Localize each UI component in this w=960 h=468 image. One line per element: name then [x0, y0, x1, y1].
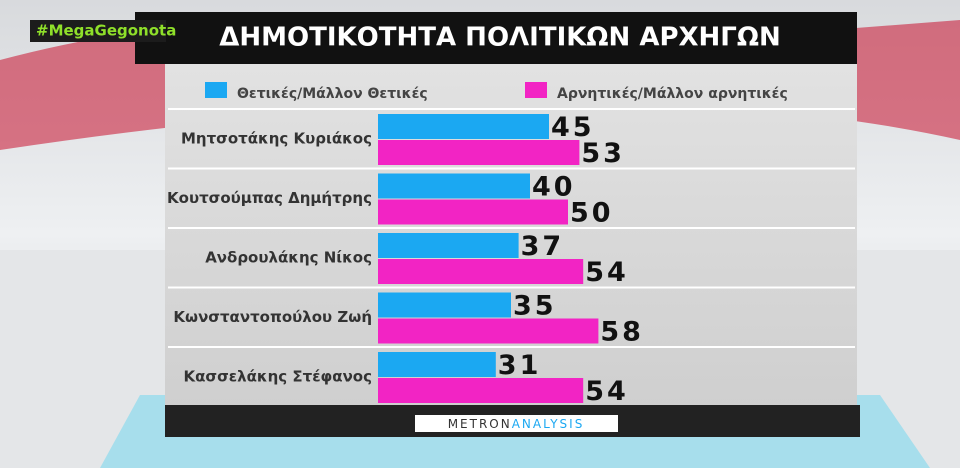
bar — [378, 140, 580, 165]
value-label: 40 — [532, 172, 576, 203]
value-label: 58 — [600, 317, 644, 348]
bar — [378, 318, 599, 344]
logo-part: ANALYSIS — [512, 417, 585, 431]
bar — [378, 114, 549, 139]
category-label: Κωνσταντοπούλου Ζωή — [173, 308, 372, 326]
value-label: 45 — [551, 112, 595, 143]
value-label: 53 — [581, 138, 625, 169]
value-label: 37 — [521, 231, 565, 262]
logo-box — [415, 415, 618, 432]
category-label: Ανδρουλάκης Νίκος — [205, 249, 372, 267]
bar — [378, 199, 568, 225]
title-bar — [135, 12, 857, 64]
category-label: Κασσελάκης Στέφανος — [183, 368, 372, 386]
category-label: Κουτσούμπας Δημήτρης — [167, 189, 372, 207]
legend-label: Θετικές/Μάλλον Θετικές — [237, 86, 428, 102]
logo-part: METRON — [448, 417, 512, 431]
bar — [378, 378, 584, 403]
value-label: 54 — [585, 376, 629, 407]
legend-swatch — [525, 82, 547, 98]
bar — [378, 233, 519, 258]
bar — [378, 292, 511, 318]
hashtag: #MegaGegonota — [36, 22, 176, 40]
bar — [378, 352, 496, 377]
value-label: 31 — [498, 350, 542, 381]
chart-title: ΔΗΜΟΤΙΚΟΤΗΤΑ ΠΟΛΙΤΙΚΩΝ ΑΡΧΗΓΩΝ — [219, 23, 780, 53]
logo: METRONANALYSIS — [448, 417, 585, 431]
bar — [378, 259, 584, 284]
hashtag-box — [30, 20, 166, 42]
legend-swatch — [205, 82, 227, 98]
value-label: 50 — [570, 198, 614, 229]
value-label: 54 — [585, 257, 629, 288]
bar — [378, 173, 530, 199]
value-label: 35 — [513, 291, 557, 322]
legend-label: Αρνητικές/Μάλλον αρνητικές — [557, 86, 788, 102]
category-label: Μητσοτάκης Κυριάκος — [181, 130, 372, 148]
